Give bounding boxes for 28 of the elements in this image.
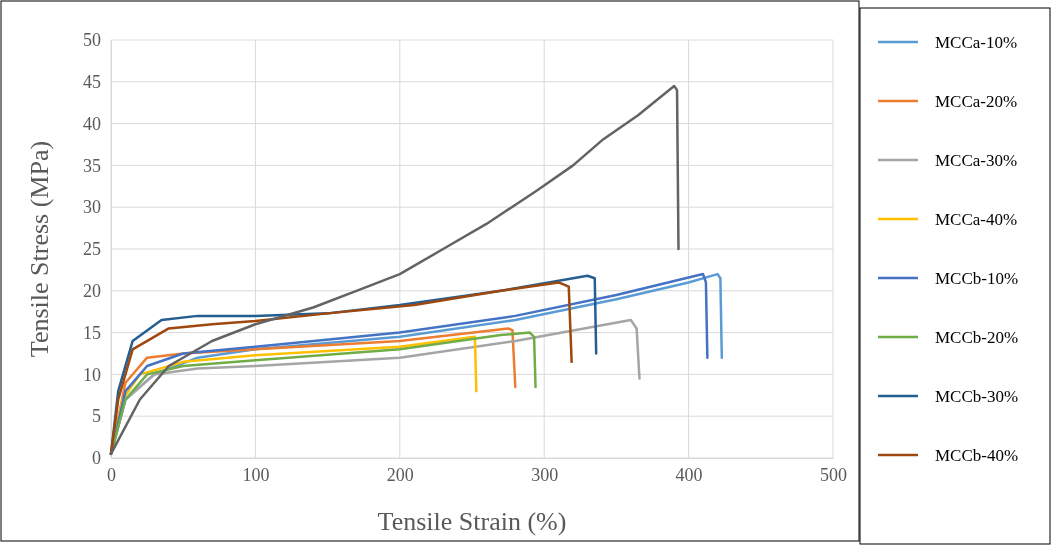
y-tick-label: 25 bbox=[83, 239, 101, 260]
legend-label: MCCa-20% bbox=[935, 92, 1018, 111]
y-tick-label: 10 bbox=[83, 364, 101, 385]
x-tick-label: 500 bbox=[820, 464, 847, 485]
legend-label: MCCa-10% bbox=[935, 33, 1018, 52]
x-tick-label: 0 bbox=[107, 464, 116, 485]
legend-label: MCCb-30% bbox=[935, 387, 1019, 406]
y-tick-label: 50 bbox=[83, 30, 101, 51]
x-axis-title: Tensile Strain (%) bbox=[377, 507, 567, 536]
y-tick-label: 45 bbox=[83, 72, 101, 93]
x-tick-label: 400 bbox=[675, 464, 703, 485]
y-tick-label: 40 bbox=[83, 113, 101, 134]
legend-label: MCCa-40% bbox=[935, 210, 1018, 229]
x-tick-label: 200 bbox=[386, 464, 414, 485]
y-tick-label: 5 bbox=[92, 406, 101, 427]
line-series bbox=[109, 84, 680, 456]
y-tick-label: 15 bbox=[83, 322, 101, 343]
legend-label: MCCb-10% bbox=[935, 269, 1019, 288]
x-tick-label: 300 bbox=[531, 464, 559, 485]
legend-label: MCCb-40% bbox=[935, 446, 1019, 465]
legend-label: MCCa-30% bbox=[935, 151, 1018, 170]
y-axis-title: Tensile Stress (MPa) bbox=[25, 140, 54, 358]
y-tick-label: 30 bbox=[83, 197, 101, 218]
legend-label: MCCb-20% bbox=[935, 328, 1019, 347]
y-tick-label: 20 bbox=[83, 281, 101, 302]
y-tick-label: 0 bbox=[92, 448, 101, 469]
x-tick-label: 100 bbox=[242, 464, 270, 485]
y-tick-label: 35 bbox=[83, 155, 101, 176]
